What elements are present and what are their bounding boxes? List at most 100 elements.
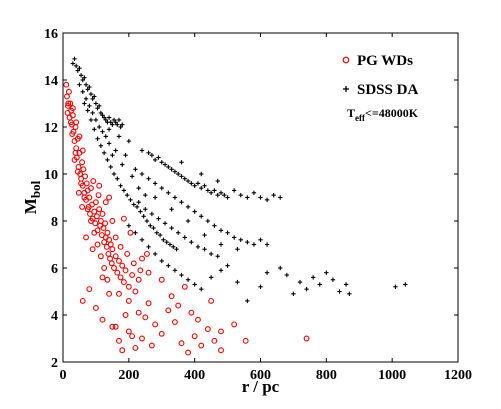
pg-wd-point bbox=[73, 145, 80, 152]
pg-wd-point bbox=[80, 166, 87, 173]
pg-wd-point bbox=[175, 302, 182, 309]
x-tick-label: 600 bbox=[250, 368, 271, 383]
sdss-da-point bbox=[90, 110, 95, 116]
pg-wd-point bbox=[117, 243, 124, 250]
pg-wd-point bbox=[90, 178, 97, 185]
x-tick-label: 400 bbox=[184, 368, 205, 383]
pg-wd-point bbox=[108, 260, 115, 267]
sdss-da-point bbox=[146, 150, 151, 156]
pg-wd-point bbox=[139, 335, 145, 342]
pg-wd-point bbox=[122, 312, 129, 318]
sdss-da-point bbox=[185, 204, 191, 210]
pg-wd-point bbox=[125, 283, 132, 290]
legend-note-teff: Teff<=48000K bbox=[347, 106, 419, 123]
pg-wd-point bbox=[116, 337, 122, 344]
sdss-da-point bbox=[156, 155, 161, 160]
pg-wd-point bbox=[64, 109, 71, 116]
sdss-da-point bbox=[215, 254, 220, 259]
sdss-da-point bbox=[176, 171, 181, 177]
sdss-da-point bbox=[258, 195, 263, 200]
pg-wd-point bbox=[63, 93, 70, 100]
sdss-da-point bbox=[149, 211, 155, 217]
sdss-da-point bbox=[278, 195, 283, 200]
pg-wd-point bbox=[102, 199, 109, 206]
y-tick-label: 14 bbox=[44, 74, 58, 89]
legend-note-sub: eff bbox=[355, 113, 366, 123]
sdss-da-point bbox=[235, 247, 240, 252]
pg-wd-point bbox=[165, 307, 172, 314]
pg-wd-point bbox=[71, 156, 78, 163]
y-axis-ticks: 2 4 6 8 10 12 14 16 bbox=[44, 27, 458, 371]
pg-wd-point bbox=[79, 203, 86, 210]
sdss-da-point bbox=[95, 106, 100, 111]
sdss-da-point bbox=[317, 282, 322, 287]
sdss-da-point bbox=[212, 188, 217, 193]
sdss-da-point bbox=[218, 190, 224, 195]
sdss-da-point bbox=[100, 129, 105, 134]
sdss-da-point bbox=[82, 75, 87, 80]
sdss-da-point bbox=[172, 169, 178, 174]
y-tick-label: 16 bbox=[44, 27, 58, 42]
sdss-da-point bbox=[310, 275, 316, 280]
pg-wd-point bbox=[83, 180, 90, 187]
sdss-da-point bbox=[347, 291, 352, 297]
sdss-da-point bbox=[169, 207, 174, 212]
pg-wd-point bbox=[242, 337, 249, 344]
pg-wd-point bbox=[94, 241, 101, 248]
sdss-da-point bbox=[225, 230, 230, 235]
pg-wd-point bbox=[195, 316, 201, 323]
sdss-da-point bbox=[202, 232, 207, 238]
pg-wd-point bbox=[101, 239, 108, 246]
pg-wd-point bbox=[191, 333, 198, 340]
sdss-da-point bbox=[115, 122, 120, 127]
pg-wd-point bbox=[92, 199, 99, 206]
pg-wd-point bbox=[111, 265, 117, 271]
pg-wd-point bbox=[69, 131, 76, 138]
sdss-da-point bbox=[151, 225, 156, 231]
sdss-da-point bbox=[192, 282, 197, 287]
sdss-da-point bbox=[218, 242, 224, 247]
sdss-da-point bbox=[148, 223, 153, 228]
sdss-da-point bbox=[80, 77, 85, 83]
pg-wd-point bbox=[198, 342, 205, 349]
pg-wd-point bbox=[97, 218, 104, 224]
sdss-da-point bbox=[152, 157, 158, 163]
y-tick-label: 6 bbox=[51, 262, 58, 277]
pg-wd-point bbox=[75, 164, 82, 170]
sdss-da-point bbox=[106, 127, 112, 132]
sdss-da-point bbox=[143, 207, 148, 212]
pg-wd-point bbox=[218, 347, 224, 354]
sdss-da-point bbox=[192, 183, 197, 188]
sdss-da-point bbox=[100, 113, 105, 118]
sdss-da-point bbox=[92, 127, 97, 132]
sdss-da-point bbox=[97, 124, 102, 130]
sdss-da-point bbox=[192, 209, 197, 214]
pg-wd-point bbox=[145, 300, 152, 307]
pg-wd-point bbox=[92, 220, 99, 227]
pg-wd-point bbox=[112, 323, 119, 330]
sdss-da-point bbox=[185, 218, 191, 224]
pg-wd-point bbox=[84, 206, 91, 213]
pg-wd-point bbox=[69, 105, 76, 112]
sdss-da-point bbox=[291, 291, 296, 297]
sdss-da-point bbox=[176, 230, 181, 235]
sdss-da-point bbox=[172, 268, 178, 273]
pg-wd-point bbox=[83, 234, 89, 241]
sdss-da-point bbox=[113, 120, 118, 125]
pg-wd-point bbox=[65, 88, 72, 95]
pg-wd-point bbox=[75, 189, 82, 196]
sdss-da-point bbox=[205, 218, 211, 224]
x-tick-label: 200 bbox=[118, 368, 139, 383]
x-axis-ticks: 0 200 400 600 800 1000 1200 bbox=[60, 33, 472, 383]
pg-wd-point bbox=[81, 194, 88, 201]
pg-wd-point bbox=[218, 328, 224, 335]
sdss-da-point bbox=[258, 284, 263, 289]
y-axis-label-sub: bol bbox=[28, 180, 43, 198]
sdss-da-point bbox=[120, 162, 125, 167]
pg-wd-points bbox=[63, 81, 310, 356]
pg-wd-point bbox=[303, 335, 310, 342]
sdss-da-point bbox=[162, 162, 168, 167]
sdss-da-point bbox=[179, 272, 184, 278]
pg-wd-point bbox=[88, 218, 94, 224]
